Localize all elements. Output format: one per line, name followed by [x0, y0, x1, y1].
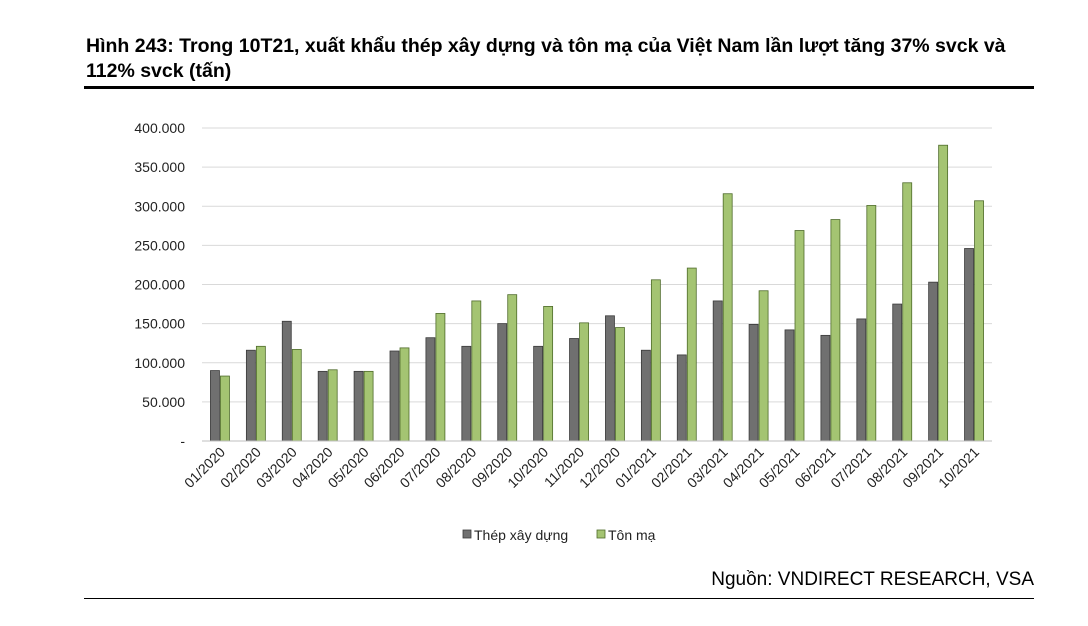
bar-ton-ma: [866, 205, 877, 442]
y-tick-label: 250.000: [134, 237, 185, 253]
title-rule: [84, 86, 1034, 89]
bars: [210, 144, 984, 442]
bar-thep-xay-dung: [569, 338, 579, 442]
bar-ton-ma: [471, 300, 482, 442]
bar-ton-ma: [830, 219, 841, 442]
bar-ton-ma: [902, 182, 913, 442]
bar-ton-ma: [435, 313, 446, 442]
bar-ton-ma: [758, 290, 769, 442]
x-tick-label: 10/2021: [935, 444, 982, 491]
bar-thep-xay-dung: [605, 315, 615, 442]
bar-ton-ma: [686, 267, 697, 442]
figure-title: Hình 243: Trong 10T21, xuất khẩu thép xâ…: [86, 35, 1006, 82]
bar-ton-ma: [255, 345, 266, 442]
bar-thep-xay-dung: [389, 350, 400, 442]
x-tick-label: 10/2020: [504, 444, 551, 491]
bar-thep-xay-dung: [892, 303, 903, 442]
legend-item-thep-xay-dung: Thép xây dựng: [462, 527, 568, 543]
bar-thep-xay-dung: [640, 349, 651, 442]
bottom-rule: [84, 598, 1034, 599]
source-note: Nguồn: VNDIRECT RESEARCH, VSA: [711, 569, 1034, 590]
bar-thep-xay-dung: [353, 370, 364, 442]
bar-ton-ma: [543, 306, 554, 442]
y-tick-label: 400.000: [134, 120, 185, 136]
bar-ton-ma: [363, 370, 374, 442]
bar-ton-ma: [291, 349, 302, 442]
bar-thep-xay-dung: [964, 248, 974, 442]
legend-item-ton-ma: Tôn mạ: [596, 527, 656, 543]
y-tick-label: 50.000: [142, 394, 185, 410]
y-tick-label: 350.000: [134, 159, 185, 175]
legend-label: Thép xây dựng: [474, 527, 568, 543]
bar-thep-xay-dung: [281, 320, 292, 442]
bar-thep-xay-dung: [425, 337, 436, 442]
y-tick-label: 300.000: [134, 198, 185, 214]
bar-thep-xay-dung: [820, 334, 831, 442]
x-axis-tick-labels: 01/202002/202003/202004/202005/202006/20…: [181, 444, 982, 491]
bar-thep-xay-dung: [317, 370, 328, 442]
bar-ton-ma: [615, 327, 625, 442]
bar-thep-xay-dung: [856, 318, 867, 442]
bar-thep-xay-dung: [210, 370, 220, 442]
legend-swatch: [462, 529, 472, 539]
bar-thep-xay-dung: [928, 281, 939, 442]
bar-ton-ma: [399, 347, 410, 442]
bar-thep-xay-dung: [784, 329, 795, 442]
bar-thep-xay-dung: [712, 300, 723, 442]
bar-ton-ma: [579, 322, 589, 442]
bar-ton-ma: [974, 200, 984, 442]
bar-ton-ma: [220, 375, 230, 442]
bar-thep-xay-dung: [676, 354, 687, 442]
bar-thep-xay-dung: [533, 345, 544, 442]
legend-label: Tôn mạ: [608, 527, 656, 543]
bar-ton-ma: [938, 144, 949, 442]
y-tick-label: -: [180, 433, 185, 449]
y-tick-label: 150.000: [134, 316, 185, 332]
y-tick-label: 200.000: [134, 277, 185, 293]
bar-thep-xay-dung: [748, 324, 759, 442]
bar-ton-ma: [327, 369, 338, 442]
bar-thep-xay-dung: [245, 349, 256, 442]
bar-ton-ma: [650, 279, 661, 442]
bar-ton-ma: [722, 193, 733, 442]
bar-thep-xay-dung: [461, 345, 472, 442]
bar-ton-ma: [794, 230, 805, 442]
y-tick-label: 100.000: [134, 355, 185, 371]
bar-thep-xay-dung: [497, 323, 508, 442]
legend-swatch: [596, 529, 606, 539]
y-axis-tick-labels: - 50.000 100.000 150.000 200.000 250.000 300.0…: [134, 120, 185, 449]
legend: Thép xây dựng Tôn mạ: [462, 527, 656, 543]
bar-ton-ma: [507, 294, 518, 442]
